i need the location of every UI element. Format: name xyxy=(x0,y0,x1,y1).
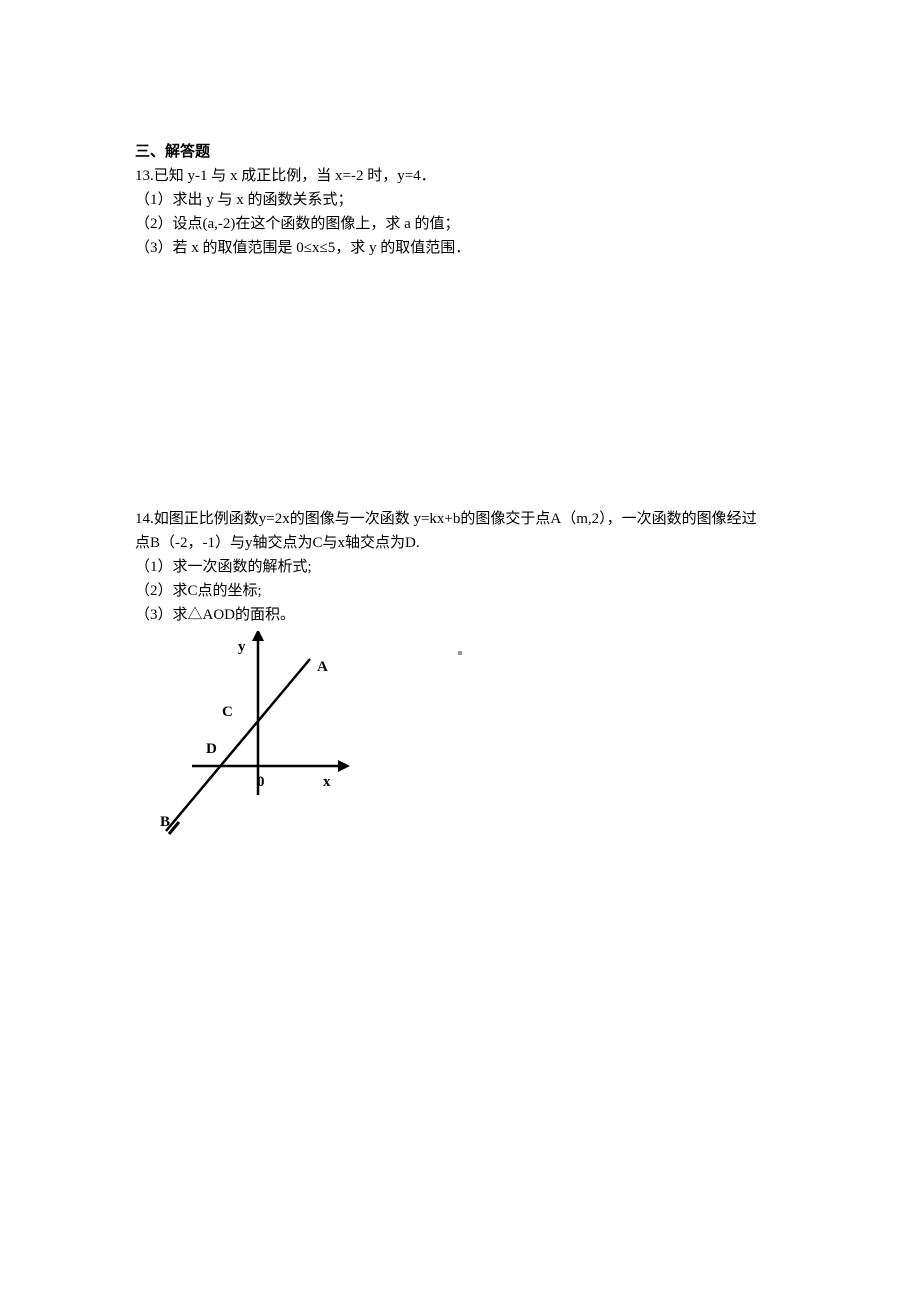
section-header: 三、解答题 xyxy=(135,140,785,164)
svg-text:y: y xyxy=(238,639,246,655)
svg-text:x: x xyxy=(323,774,331,790)
document-content: 三、解答题 13.已知 y-1 与 x 成正比例，当 x=-2 时，y=4． （… xyxy=(0,0,920,836)
problem-13-part2: （2）设点(a,-2)在这个函数的图像上，求 a 的值； xyxy=(135,212,785,236)
page-center-marker xyxy=(458,651,462,655)
problem-14: 14.如图正比例函数y=2x的图像与一次函数 y=kx+b的图像交于点A（m,2… xyxy=(135,507,785,836)
problem-14-part3: （3）求△AOD的面积。 xyxy=(135,603,785,627)
problem-14-part2: （2）求C点的坐标; xyxy=(135,579,785,603)
svg-text:0: 0 xyxy=(257,774,265,790)
problem-14-graph: y A C D 0 x B xyxy=(160,631,785,836)
svg-text:D: D xyxy=(206,741,217,757)
svg-text:B: B xyxy=(160,814,170,830)
coordinate-graph: y A C D 0 x B xyxy=(160,631,360,836)
problem-13-part3: （3）若 x 的取值范围是 0≤x≤5，求 y 的取值范围． xyxy=(135,236,785,260)
problem-13-part1: （1）求出 y 与 x 的函数关系式； xyxy=(135,188,785,212)
problem-14-part1: （1）求一次函数的解析式; xyxy=(135,555,785,579)
svg-text:A: A xyxy=(317,659,328,675)
problem-13: 13.已知 y-1 与 x 成正比例，当 x=-2 时，y=4． （1）求出 y… xyxy=(135,164,785,260)
svg-text:C: C xyxy=(222,704,233,720)
problem-13-statement: 13.已知 y-1 与 x 成正比例，当 x=-2 时，y=4． xyxy=(135,164,785,188)
problem-14-statement-line2: 点B（-2，-1）与y轴交点为C与x轴交点为D. xyxy=(135,531,785,555)
problem-14-statement-line1: 14.如图正比例函数y=2x的图像与一次函数 y=kx+b的图像交于点A（m,2… xyxy=(135,507,785,531)
